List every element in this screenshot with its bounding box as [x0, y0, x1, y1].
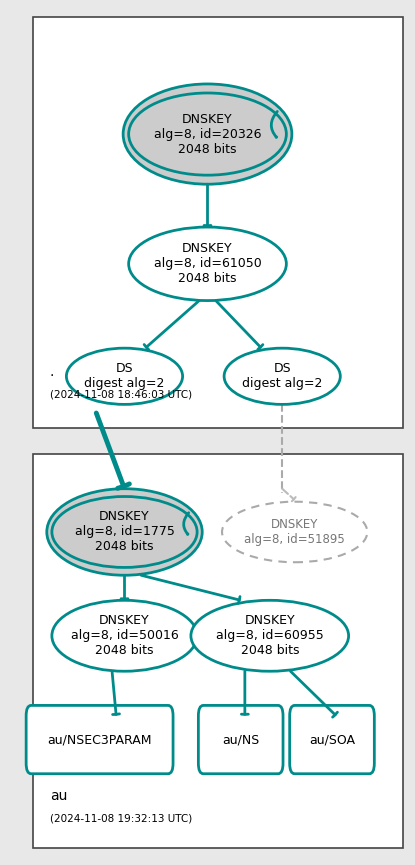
- Text: .: .: [50, 365, 54, 379]
- Text: DNSKEY
alg=8, id=51895: DNSKEY alg=8, id=51895: [244, 518, 345, 546]
- Ellipse shape: [129, 227, 286, 301]
- FancyBboxPatch shape: [198, 706, 283, 773]
- Ellipse shape: [224, 348, 340, 405]
- FancyBboxPatch shape: [26, 706, 173, 773]
- Text: au/NSEC3PARAM: au/NSEC3PARAM: [47, 733, 152, 746]
- FancyArrowPatch shape: [271, 112, 277, 138]
- FancyBboxPatch shape: [33, 17, 403, 428]
- FancyArrowPatch shape: [184, 513, 189, 535]
- Text: au: au: [50, 789, 67, 803]
- Text: au/SOA: au/SOA: [309, 733, 355, 746]
- Text: DNSKEY
alg=8, id=1775
2048 bits: DNSKEY alg=8, id=1775 2048 bits: [75, 510, 174, 554]
- FancyBboxPatch shape: [33, 454, 403, 848]
- FancyBboxPatch shape: [290, 706, 374, 773]
- Text: (2024-11-08 19:32:13 UTC): (2024-11-08 19:32:13 UTC): [50, 814, 192, 823]
- Text: (2024-11-08 18:46:03 UTC): (2024-11-08 18:46:03 UTC): [50, 390, 192, 400]
- Ellipse shape: [222, 502, 367, 562]
- Text: DS
digest alg=2: DS digest alg=2: [242, 362, 322, 390]
- Text: DNSKEY
alg=8, id=50016
2048 bits: DNSKEY alg=8, id=50016 2048 bits: [71, 614, 178, 657]
- Ellipse shape: [191, 600, 349, 671]
- Text: DNSKEY
alg=8, id=61050
2048 bits: DNSKEY alg=8, id=61050 2048 bits: [154, 242, 261, 285]
- Ellipse shape: [52, 497, 197, 567]
- Text: DS
digest alg=2: DS digest alg=2: [84, 362, 165, 390]
- Ellipse shape: [52, 600, 197, 671]
- Text: DNSKEY
alg=8, id=60955
2048 bits: DNSKEY alg=8, id=60955 2048 bits: [216, 614, 324, 657]
- Text: au/NS: au/NS: [222, 733, 259, 746]
- Text: DNSKEY
alg=8, id=20326
2048 bits: DNSKEY alg=8, id=20326 2048 bits: [154, 112, 261, 156]
- Ellipse shape: [47, 489, 202, 575]
- Ellipse shape: [129, 93, 286, 175]
- Ellipse shape: [66, 348, 183, 405]
- Ellipse shape: [123, 84, 292, 184]
